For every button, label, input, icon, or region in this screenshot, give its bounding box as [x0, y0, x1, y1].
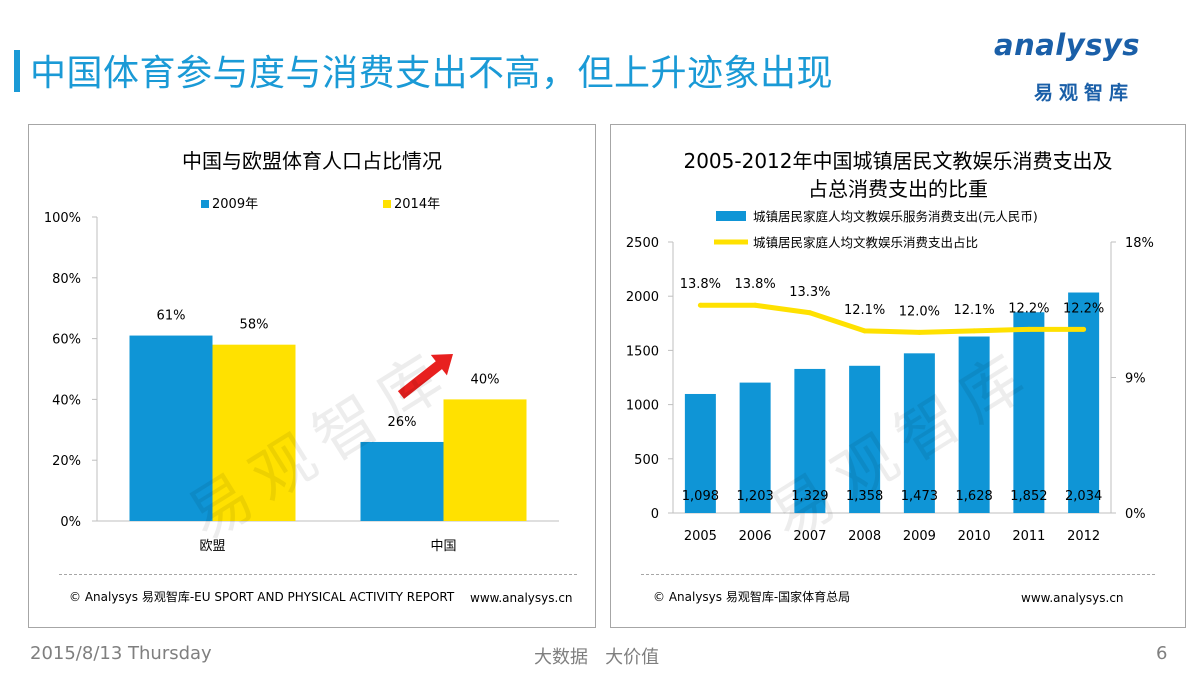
right-bar-data-label: 1,473: [901, 489, 938, 504]
right-bar-2009: [903, 353, 935, 513]
right-bar-2008: [849, 365, 881, 513]
right-chart-panel: 2005-2012年中国城镇居民文教娱乐消费支出及 占总消费支出的比重 城镇居民…: [610, 124, 1186, 628]
right-line-point: [1026, 326, 1032, 332]
right-y-left-tick-label: 500: [634, 453, 659, 468]
right-bar-data-label: 1,098: [682, 489, 719, 504]
right-bar-data-label: 2,034: [1065, 489, 1102, 504]
right-bar-data-label: 1,203: [737, 489, 774, 504]
right-line-data-label: 12.1%: [844, 303, 885, 318]
left-chart-svg: 0% 20% 40% 60% 80% 100% 2009年 2014年 61% 58% 欧盟 26% 4…: [44, 197, 559, 554]
left-source-url: www.analysys.cn: [470, 591, 573, 605]
right-category-label: 2012: [1067, 529, 1100, 544]
left-bar-data-label: 40%: [471, 372, 500, 387]
right-y-left-tick-label: 2500: [626, 236, 659, 251]
right-y-right-tick-label: 0%: [1125, 507, 1146, 522]
logo-wordmark: analysys: [994, 28, 1141, 62]
right-line-data-label: 13.8%: [680, 277, 721, 292]
left-category-label: 中国: [430, 539, 456, 554]
right-bar-2011: [1013, 312, 1045, 513]
right-bar-data-label: 1,358: [846, 489, 883, 504]
left-bar-欧盟-1: [212, 344, 296, 521]
left-source-divider: [59, 574, 577, 575]
left-bar-data-label: 61%: [157, 309, 186, 324]
left-y-tick-label: 0%: [60, 515, 81, 530]
right-line-point: [807, 310, 813, 316]
right-category-label: 2006: [739, 529, 772, 544]
left-bar-data-label: 26%: [388, 415, 417, 430]
left-chart-panel: 中国与欧盟体育人口占比情况 0% 20% 40% 60% 80% 100% 2009年 201…: [28, 124, 596, 628]
right-category-label: 2008: [848, 529, 881, 544]
left-y-tick-label: 20%: [52, 454, 81, 469]
page-number: 6: [1156, 643, 1168, 664]
left-y-tick-label: 40%: [52, 393, 81, 408]
left-legend-label-2014: 2014年: [394, 197, 440, 212]
right-line-point: [1081, 326, 1087, 332]
right-line-point: [916, 329, 922, 335]
logo-chinese-name: 易观智库: [1034, 82, 1135, 104]
left-bar-欧盟-0: [129, 335, 213, 521]
analysys-logo: analysys 易观智库: [990, 28, 1170, 108]
right-bar-2010: [958, 336, 990, 513]
right-bar-2006: [739, 382, 771, 513]
right-category-label: 2007: [793, 529, 826, 544]
right-y-left-tick-label: 2000: [626, 290, 659, 305]
footer-date: 2015/8/13 Thursday: [30, 643, 212, 664]
title-accent-bar: [14, 50, 20, 92]
right-line-point: [862, 328, 868, 334]
right-line-data-label: 12.2%: [1063, 301, 1104, 316]
left-bar-中国-0: [360, 441, 444, 521]
right-line-series: [700, 302, 1084, 335]
growth-arrow-icon: [397, 354, 453, 399]
left-legend-swatch-2009: [201, 200, 209, 208]
left-chart-title: 中国与欧盟体育人口占比情况: [182, 149, 442, 173]
slide-title: 中国体育参与度与消费支出不高，但上升迹象出现: [30, 53, 834, 94]
right-line-data-label: 13.3%: [789, 285, 830, 300]
left-y-tick-label: 80%: [52, 272, 81, 287]
right-legend-label-line: 城镇居民家庭人均文教娱乐消费支出占比: [753, 235, 978, 250]
right-line-point: [752, 302, 758, 308]
right-legend-swatch-bar: [716, 211, 746, 221]
right-bar-data-label: 1,628: [956, 489, 993, 504]
right-y-right-tick-label: 18%: [1125, 236, 1154, 251]
right-category-label: 2011: [1012, 529, 1045, 544]
right-y-left-tick-label: 0: [651, 507, 659, 522]
right-line-point: [697, 302, 703, 308]
right-line-data-label: 12.0%: [899, 304, 940, 319]
right-bar-2005: [684, 393, 716, 513]
right-bar-data-label: 1,852: [1010, 489, 1047, 504]
left-bar-中国-1: [443, 399, 527, 521]
right-source-url: www.analysys.cn: [1021, 591, 1124, 605]
right-chart-svg: 城镇居民家庭人均文教娱乐服务消费支出(元人民币) 城镇居民家庭人均文教娱乐消费支出…: [626, 209, 1154, 544]
right-bar-data-label: 1,329: [791, 489, 828, 504]
left-source-note: © Analysys 易观智库-EU SPORT AND PHYSICAL AC…: [69, 590, 455, 604]
right-source-note: © Analysys 易观智库-国家体育总局: [653, 590, 851, 604]
right-legend-label-bar: 城镇居民家庭人均文教娱乐服务消费支出(元人民币): [753, 209, 1038, 224]
left-category-label: 欧盟: [199, 539, 225, 554]
right-category-label: 2005: [684, 529, 717, 544]
right-y-right-tick-label: 9%: [1125, 372, 1146, 387]
right-chart-title-line2: 占总消费支出的比重: [808, 177, 988, 201]
right-category-label: 2010: [958, 529, 991, 544]
left-y-tick-label: 60%: [52, 333, 81, 348]
right-bar-2007: [794, 368, 826, 513]
right-line-data-label: 12.2%: [1008, 301, 1049, 316]
right-source-divider: [641, 574, 1155, 575]
right-line-data-label: 12.1%: [953, 303, 994, 318]
right-category-label: 2009: [903, 529, 936, 544]
left-bar-data-label: 58%: [240, 318, 269, 333]
right-chart-title-line1: 2005-2012年中国城镇居民文教娱乐消费支出及: [683, 149, 1113, 173]
left-legend-swatch-2014: [383, 200, 391, 208]
right-line-point: [971, 328, 977, 334]
right-bar-2012: [1068, 292, 1100, 513]
footer-slogan: 大数据 大价值: [534, 647, 660, 668]
left-y-tick-label: 100%: [44, 211, 81, 226]
right-y-left-tick-label: 1000: [626, 399, 659, 414]
right-y-left-tick-label: 1500: [626, 344, 659, 359]
left-legend-label-2009: 2009年: [212, 197, 258, 212]
right-line-data-label: 13.8%: [734, 277, 775, 292]
